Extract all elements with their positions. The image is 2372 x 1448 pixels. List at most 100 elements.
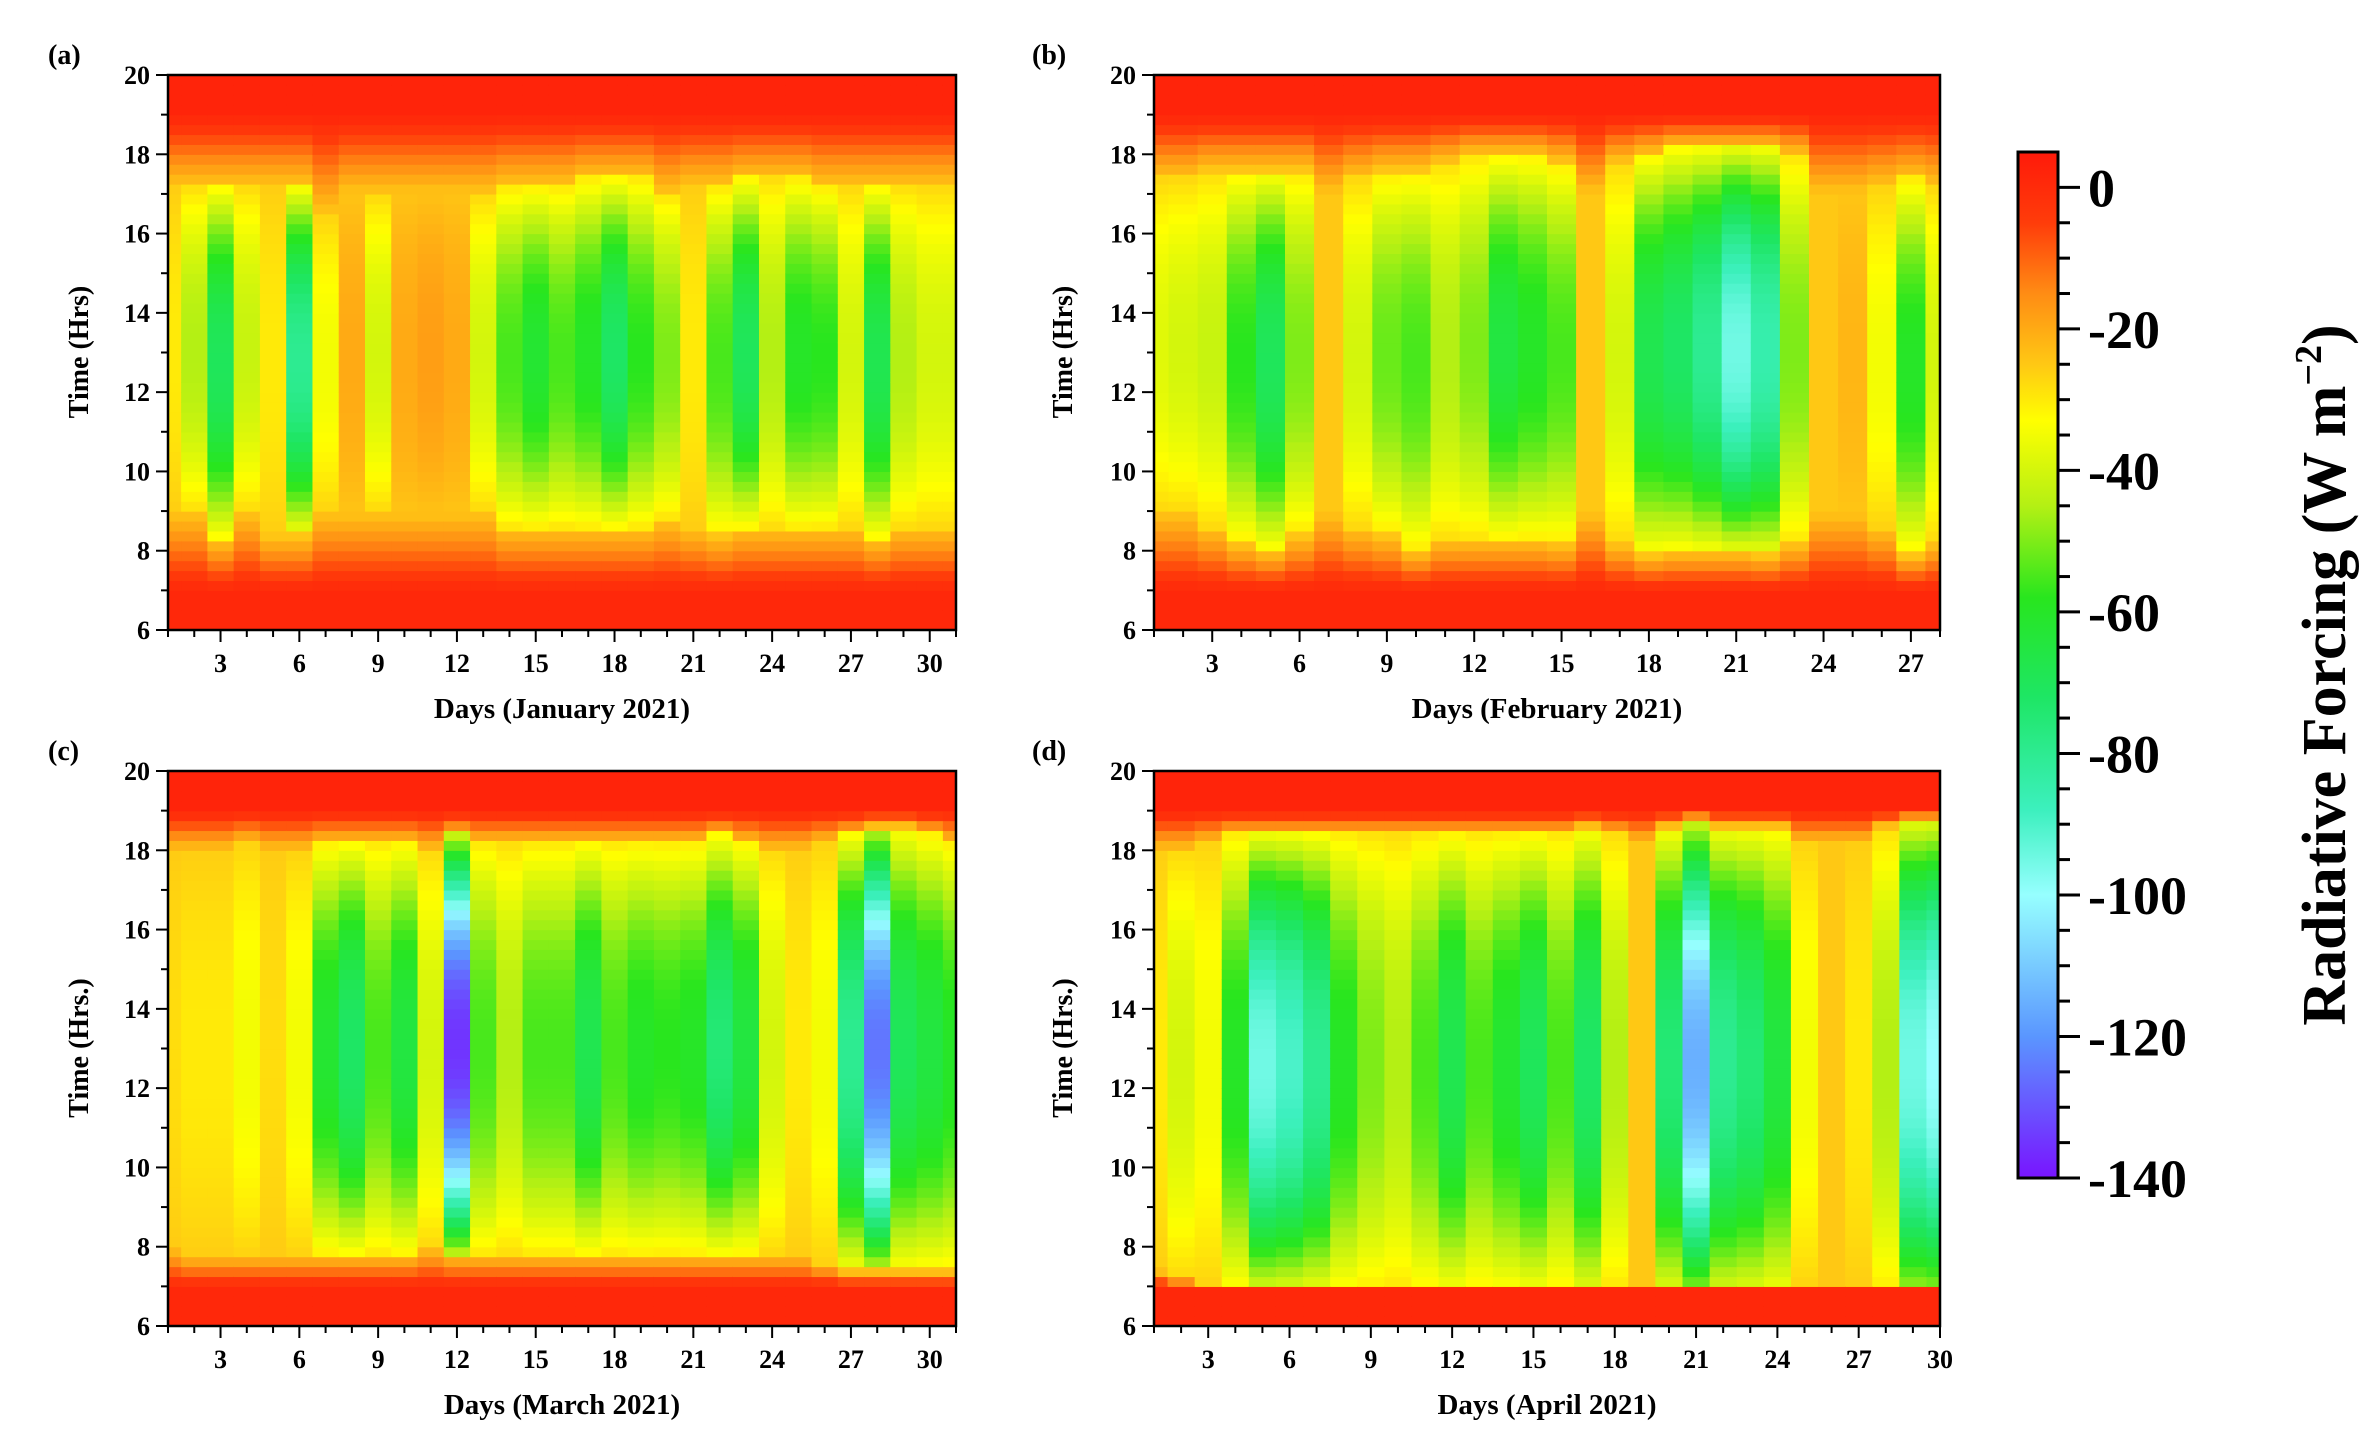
heatmap-cell [548,979,576,990]
heatmap-cell [732,1276,760,1287]
heatmap-cell [785,273,813,284]
heatmap-cell [627,1078,655,1089]
heatmap-cell [1488,104,1519,116]
heatmap-cell [1430,421,1461,433]
heatmap-cell [233,959,261,970]
heatmap-cell [207,382,235,393]
heatmap-cell [391,114,419,126]
heatmap-cell [759,939,786,950]
heatmap-cell [653,1316,681,1327]
heatmap-cell [391,1167,419,1178]
heatmap-cell [1372,263,1403,274]
heatmap-cell [168,899,182,911]
heatmap-cell [1838,233,1868,245]
heatmap-cell [522,75,550,86]
heatmap-cell [496,1286,524,1297]
heatmap-cell [732,302,760,314]
heatmap-cell [811,382,839,393]
heatmap-cell [1255,94,1286,106]
heatmap-cell [1226,481,1257,492]
heatmap-cell [548,1147,576,1159]
heatmap-cell [1809,560,1839,572]
heatmap-cell [890,213,918,225]
heatmap-cell [1372,530,1403,542]
heatmap-cell [1867,233,1897,245]
x-tick-label: 12 [1461,649,1487,678]
heatmap-cell [259,223,287,235]
heatmap-cell [207,530,235,542]
heatmap-cell [601,850,629,861]
heatmap-cell [864,501,891,512]
heatmap-cell [548,1246,576,1258]
heatmap-cell [1838,620,1868,631]
heatmap-cell [548,372,576,383]
heatmap-cell [1154,312,1170,324]
heatmap-cell [496,312,524,324]
heatmap-cell [1809,362,1839,373]
heatmap-cell [575,550,602,562]
heatmap-cell [522,134,550,145]
heatmap-cell [653,302,681,314]
heatmap-cell [1285,451,1315,463]
heatmap-cell [1721,421,1752,433]
heatmap-cell [181,1038,208,1050]
heatmap-cell [942,411,957,423]
heatmap-cell [338,1058,366,1069]
heatmap-cell [181,800,208,812]
heatmap-cell [837,342,865,354]
y-tick-label: 10 [1110,457,1136,486]
heatmap-cell [627,540,655,552]
heatmap-cell [1809,610,1839,621]
heatmap-cell [259,1216,287,1228]
heatmap-cell [1285,402,1315,413]
heatmap-cell [1459,441,1490,453]
heatmap-cell [680,283,708,294]
heatmap-cell [1809,471,1839,482]
heatmap-cell [1517,461,1548,473]
heatmap-cell [785,590,813,601]
heatmap-cell [1547,461,1577,473]
heatmap-cell [1692,144,1723,155]
heatmap-cell [1314,471,1344,482]
heatmap-cell [312,1028,340,1040]
heatmap-cell [522,164,550,175]
heatmap-cell [1838,75,1868,86]
heatmap-cell [259,293,287,304]
heatmap-cell [759,322,786,334]
heatmap-cell [259,1078,287,1089]
heatmap-cell [732,939,760,950]
heatmap-cell [1197,392,1228,403]
heatmap-cell [1372,332,1403,344]
heatmap-cell [338,104,366,116]
heatmap-cell [365,1157,392,1169]
heatmap-cell [759,1296,786,1307]
heatmap-cell [1605,193,1635,205]
heatmap-cell [470,1058,497,1069]
heatmap-cell [312,431,340,443]
heatmap-cell [286,1078,314,1089]
heatmap-cell [1925,441,1941,453]
heatmap-cell [259,1038,287,1050]
heatmap-cell [1634,134,1665,145]
heatmap-cell [443,382,471,393]
heatmap-cell [890,233,918,245]
heatmap-cell [942,233,957,245]
heatmap-cell [942,540,957,552]
heatmap-cell [811,402,839,413]
heatmap-cell [391,850,419,861]
heatmap-cell [575,939,602,950]
heatmap-cell [1401,312,1432,324]
heatmap-cell [1372,620,1403,631]
heatmap-cell [207,590,235,601]
heatmap-cell [732,1197,760,1208]
heatmap-cell [627,134,655,145]
heatmap-cell [259,840,287,851]
heatmap-cell [706,1107,734,1119]
heatmap-cell [785,1296,813,1307]
heatmap-cell [207,1266,235,1278]
heatmap-cell [732,402,760,413]
heatmap-cell [890,342,918,354]
y-axis-label-b: Time (Hrs) [1048,286,1079,418]
heatmap-cell [470,560,497,572]
heatmap-cell [627,850,655,861]
